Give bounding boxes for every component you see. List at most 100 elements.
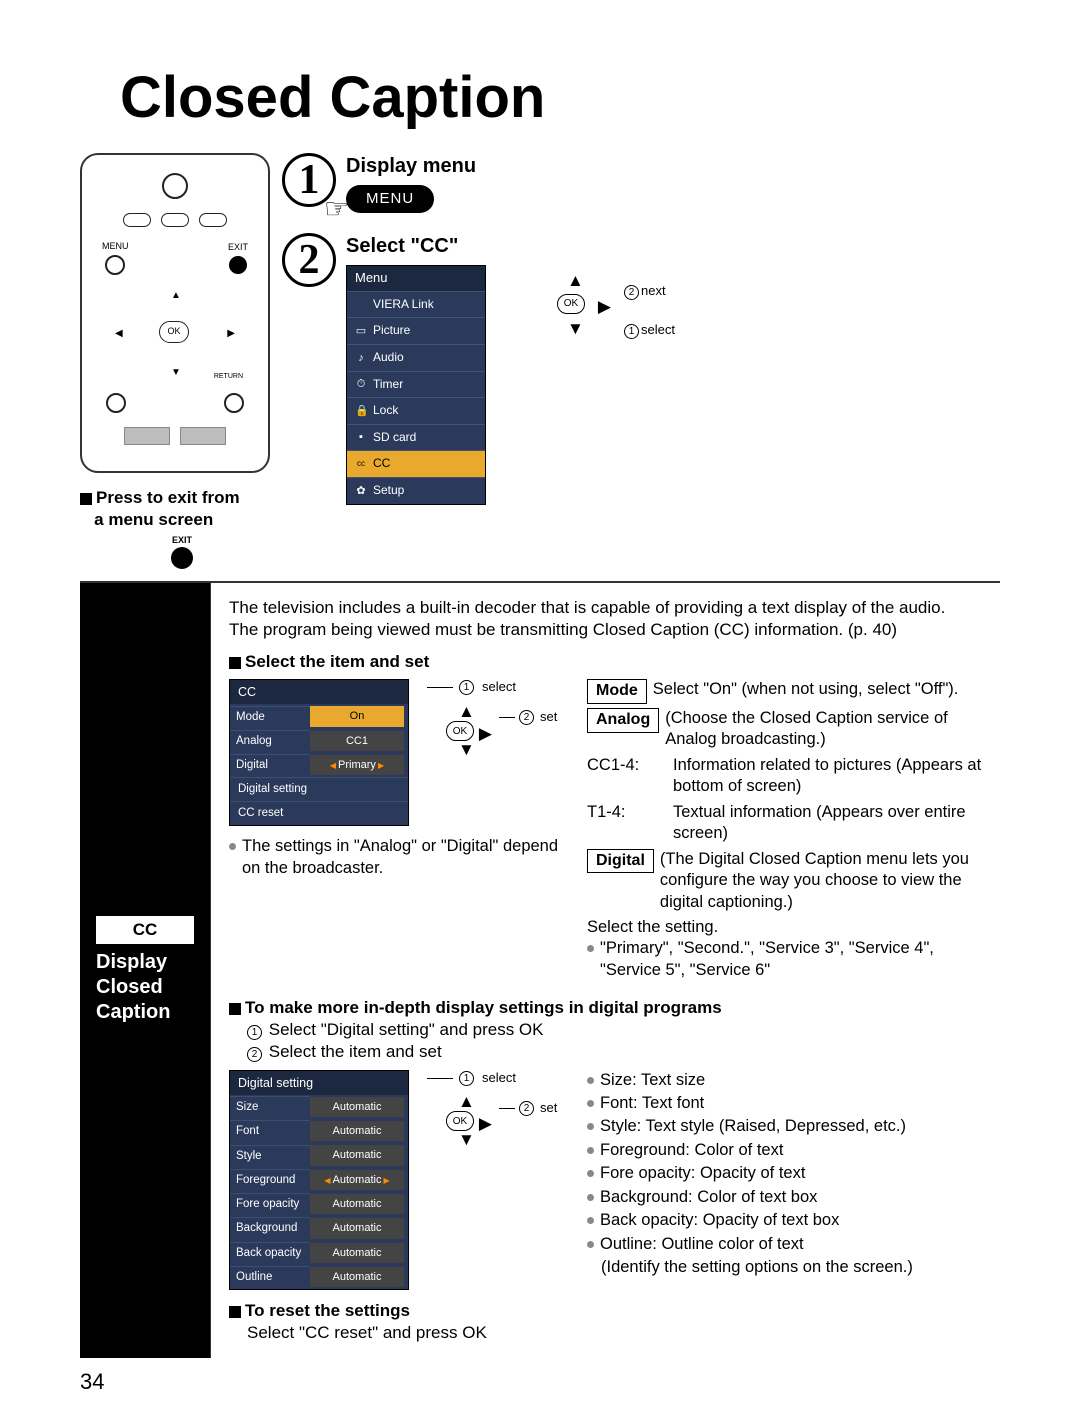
ds-row-value: ◀Automatic▶	[310, 1170, 404, 1190]
menu-item-label: Timer	[373, 377, 403, 393]
arrow-down-icon: ▼	[458, 1129, 475, 1151]
menu-item-label: Lock	[373, 403, 398, 419]
mode-label-box: Mode	[587, 679, 647, 704]
ds-row-value: Automatic	[310, 1243, 404, 1263]
row	[124, 427, 226, 445]
select-item-heading: Select the item and set	[229, 651, 992, 673]
cc-row-label: Digital	[230, 754, 310, 776]
square-bullet-icon	[229, 1306, 241, 1318]
ds-panel-title: Digital setting	[230, 1071, 408, 1095]
arrow-left-icon: ◀	[115, 327, 123, 340]
menu-item-sdcard: ▪SD card	[347, 424, 485, 451]
ds-bullet: Fore opacity: Opacity of text	[587, 1163, 992, 1184]
step2-heading: Select "CC"	[346, 233, 1000, 259]
ds-bullet: Background: Color of text box	[587, 1187, 992, 1208]
ds-row-value: Automatic	[310, 1097, 404, 1117]
bullet-dot-icon	[229, 843, 236, 850]
remote-return-label: RETURN	[214, 372, 243, 381]
ok-nav-diagram: ▲ OK ▶ ▼	[526, 265, 616, 345]
step1-heading: Display menu	[346, 153, 476, 179]
ds-bullet: Size: Text size	[587, 1070, 992, 1091]
step-2: 2 Select "CC" Menu VIERA Link ▭Picture ♪…	[282, 233, 1000, 505]
arrow-up-icon: ▲	[458, 701, 475, 723]
menu-item-cc: ccCC	[347, 450, 485, 477]
cc-row-mode: ModeOn	[230, 704, 408, 728]
cc-row-digital-setting: Digital setting	[230, 777, 408, 801]
exit-button-icon	[171, 547, 193, 569]
picture-icon: ▭	[355, 324, 367, 338]
ds-row-value: Automatic	[310, 1145, 404, 1165]
arrow-right-icon: ▶	[227, 327, 235, 340]
cc14-key: CC1-4:	[587, 755, 673, 776]
pill-button-icon	[199, 213, 227, 227]
remote-menu-button-icon	[105, 255, 125, 275]
bullet-dot-icon	[587, 1217, 594, 1224]
reset-heading: To reset the settings	[229, 1300, 992, 1322]
square-bullet-icon	[80, 493, 92, 505]
ds-bullet: Foreground: Color of text	[587, 1140, 992, 1161]
ds-row-label: Font	[230, 1120, 310, 1142]
remote-exit-button-icon	[229, 256, 247, 274]
steps-column: 1 Display menu ☞ MENU 2 Select "CC" Menu…	[282, 153, 1000, 524]
menu-item-label: CC	[373, 456, 390, 472]
menu-item-setup: ✿Setup	[347, 477, 485, 504]
indepth-heading: To make more in-depth display settings i…	[229, 997, 992, 1019]
arrow-down-icon: ▼	[171, 366, 181, 379]
menu-item-label: Audio	[373, 350, 404, 366]
remote-menu-label: MENU	[102, 241, 129, 253]
cc-content-row: CC DisplayClosedCaption The television i…	[80, 581, 1000, 1358]
ds-row-background: BackgroundAutomatic	[230, 1216, 408, 1240]
digital-desc: (The Digital Closed Caption menu lets yo…	[660, 849, 992, 913]
page-number: 34	[80, 1368, 1000, 1397]
select-cc-row: Menu VIERA Link ▭Picture ♪Audio ⏱Timer 🔒…	[346, 265, 1000, 505]
digital-setting-panel: Digital setting SizeAutomatic FontAutoma…	[229, 1070, 409, 1291]
arrow-up-icon: ▲	[171, 289, 181, 302]
ds-row-value: Automatic	[310, 1218, 404, 1238]
arrow-right-icon: ▶	[479, 723, 492, 745]
ok-circle-icon: OK	[557, 294, 585, 314]
menu-item-label: VIERA Link	[373, 297, 434, 313]
menu-button-graphic: MENU	[346, 185, 434, 213]
select-setting-text: Select the setting.	[587, 917, 992, 938]
sdcard-icon: ▪	[355, 430, 367, 444]
press-exit-note: Press to exit from a menu screen	[80, 487, 270, 531]
triangle-left-icon: ◀	[328, 761, 338, 770]
ds-row-font: FontAutomatic	[230, 1119, 408, 1143]
ds-row-value: Automatic	[310, 1267, 404, 1287]
cc-content-main: The television includes a built-in decod…	[210, 583, 1000, 1358]
step-number-2-icon: 2	[282, 233, 336, 287]
ds-row-fore-opacity: Fore opacityAutomatic	[230, 1192, 408, 1216]
ok-nav-diagram: ▲ OK ▶ ▼	[427, 696, 497, 766]
cc-row-value: On	[310, 706, 404, 726]
cc-sidebar-lines: DisplayClosedCaption	[86, 950, 204, 1025]
remote-illustration: MENU EXIT ▲ ▼ ◀ ▶ OK RETURN	[80, 153, 270, 473]
services-bullet: "Primary", "Second.", "Service 3", "Serv…	[587, 938, 992, 981]
ds-row-label: Fore opacity	[230, 1193, 310, 1215]
cc14-val: Information related to pictures (Appears…	[673, 755, 992, 798]
setup-icon: ✿	[355, 484, 367, 498]
nav-set-label: set	[540, 709, 557, 726]
menu-item-picture: ▭Picture	[347, 317, 485, 344]
rect-button-icon	[180, 427, 226, 445]
bullet-dot-icon	[587, 945, 594, 952]
ds-row-size: SizeAutomatic	[230, 1095, 408, 1119]
bullet-dot-icon	[587, 1194, 594, 1201]
small-button-icon	[106, 393, 126, 413]
ds-row-label: Background	[230, 1217, 310, 1239]
ds-row-back-opacity: Back opacityAutomatic	[230, 1241, 408, 1265]
cc-row-label: Mode	[230, 706, 310, 728]
menu-exit-row: MENU EXIT	[102, 241, 248, 275]
nav-select-label: select	[482, 1070, 516, 1087]
remote-column: MENU EXIT ▲ ▼ ◀ ▶ OK RETURN	[80, 153, 270, 569]
nav-set-label: set	[540, 1100, 557, 1117]
press-exit-line2: a menu screen	[94, 510, 213, 529]
ds-row-label: Back opacity	[230, 1242, 310, 1264]
circ-1-icon: 1	[459, 1071, 474, 1086]
ds-row-value: Automatic	[310, 1121, 404, 1141]
exit-button-note: EXIT	[94, 535, 270, 569]
menu-item-vieralink: VIERA Link	[347, 291, 485, 318]
cc-panel-title: CC	[230, 680, 408, 704]
indepth-step1: 1 Select "Digital setting" and press OK	[247, 1019, 992, 1041]
ds-row-value: Automatic	[310, 1194, 404, 1214]
bullet-dot-icon	[587, 1170, 594, 1177]
